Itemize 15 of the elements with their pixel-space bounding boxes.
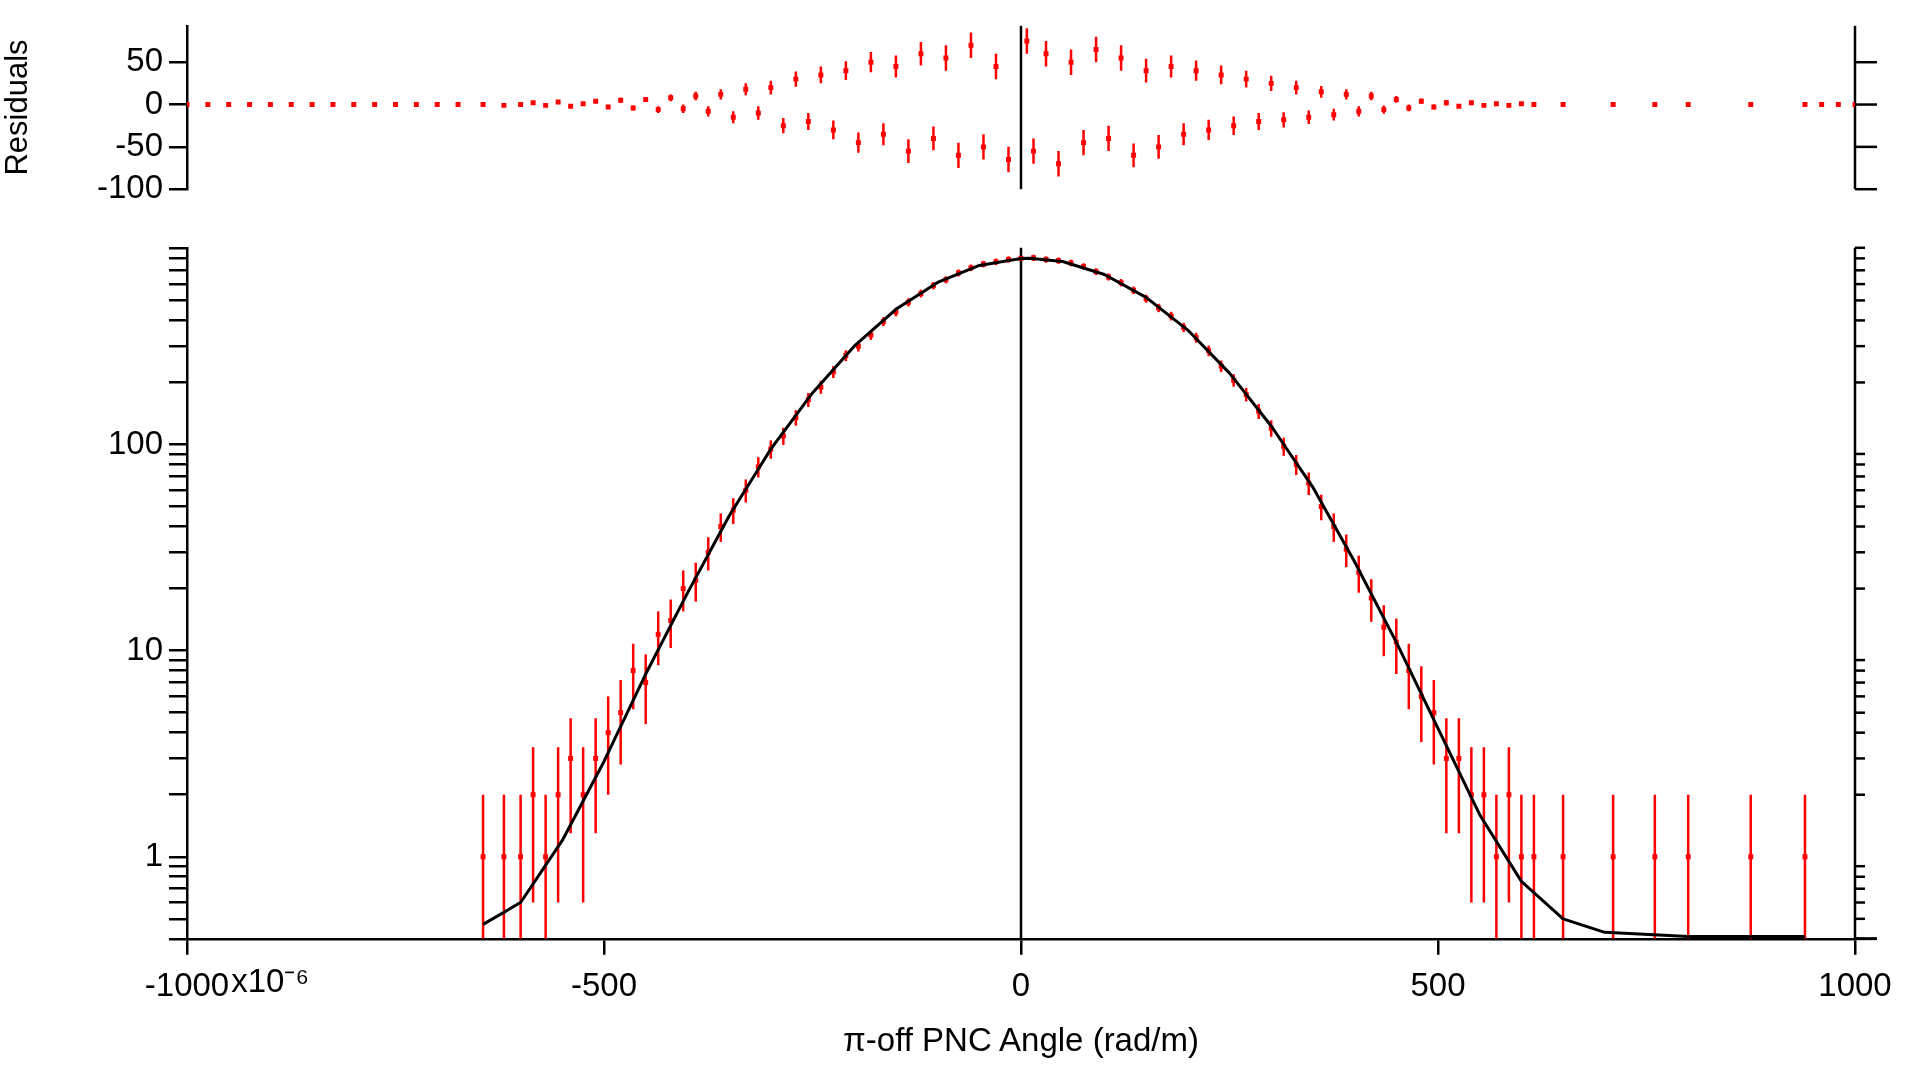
y-tick-label: 0 bbox=[144, 83, 163, 121]
y-tick-label: -100 bbox=[96, 168, 163, 206]
x-tick-label: -1000 bbox=[144, 965, 230, 1003]
x-tick-label: 1000 bbox=[1818, 965, 1892, 1003]
x-axis-title: π-off PNC Angle (rad/m) bbox=[843, 1021, 1199, 1059]
y-tick-label: 10 bbox=[126, 629, 163, 667]
y-tick-label: 50 bbox=[126, 41, 163, 79]
x-tick-label: -500 bbox=[570, 965, 638, 1003]
y-tick-label: 100 bbox=[107, 423, 163, 461]
y-tick-label: 1 bbox=[144, 835, 163, 873]
y-axis-title: Residuals bbox=[0, 39, 35, 176]
text: x10⁻⁶ bbox=[231, 962, 309, 1000]
x-tick-label: 500 bbox=[1410, 965, 1466, 1003]
y-tick-label: -50 bbox=[115, 125, 163, 163]
x-tick-label: 0 bbox=[1011, 965, 1031, 1003]
